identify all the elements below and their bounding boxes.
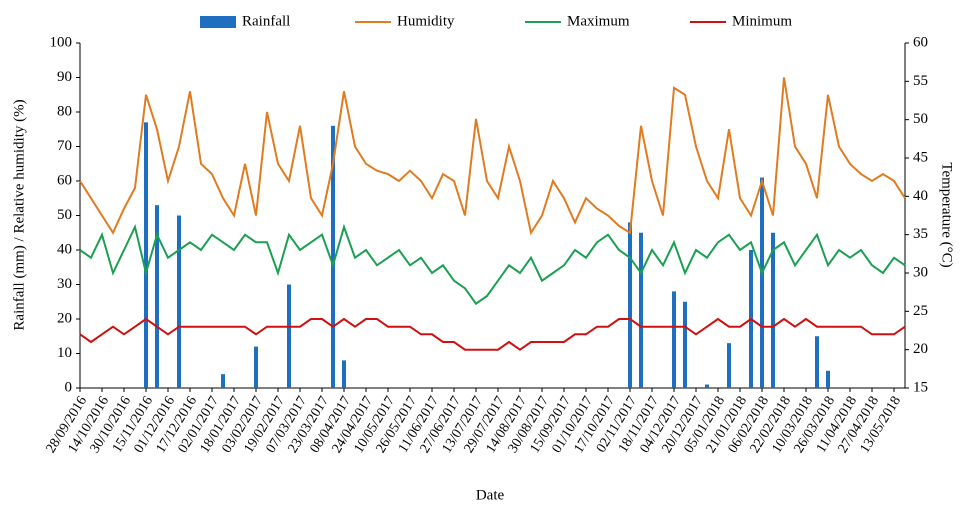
y-tick-label: 80 <box>57 103 72 119</box>
y2-tick-label: 50 <box>913 111 928 127</box>
y2-tick-label: 25 <box>913 303 928 319</box>
y2-tick-label: 20 <box>913 341 928 357</box>
x-axis-label: Date <box>476 487 505 503</box>
line-series <box>79 317 906 351</box>
y2-tick-label: 60 <box>913 34 928 50</box>
line-series <box>79 223 906 306</box>
y2-tick-label: 55 <box>913 73 928 89</box>
y-tick-label: 100 <box>50 34 73 50</box>
rainfall-bar <box>727 343 731 388</box>
rainfall-bar <box>771 232 775 388</box>
rainfall-bar <box>672 291 676 388</box>
rainfall-bar <box>221 374 225 388</box>
rainfall-bar <box>628 222 632 388</box>
rainfall-bar <box>815 336 819 388</box>
y-tick-label: 40 <box>57 241 72 257</box>
line-series <box>79 77 906 236</box>
y-axis-label: Rainfall (mm) / Relative humidity (%) <box>11 99 27 330</box>
rainfall-bar <box>331 125 335 389</box>
y-tick-label: 60 <box>57 172 72 188</box>
y-tick-label: 10 <box>57 345 72 361</box>
rainfall-bar <box>287 284 291 388</box>
y2-tick-label: 40 <box>913 188 928 204</box>
rainfall-bar <box>826 370 830 388</box>
rainfall-bar <box>177 215 181 388</box>
y2-tick-label: 35 <box>913 226 928 242</box>
legend-label: Humidity <box>397 13 455 29</box>
rainfall-bar <box>254 346 258 388</box>
rainfall-bar <box>155 205 159 388</box>
rainfall-bar <box>144 122 148 388</box>
rainfall-bar <box>639 232 643 388</box>
rainfall-bar <box>760 177 764 388</box>
y2-tick-label: 30 <box>913 264 928 280</box>
legend-label: Minimum <box>732 13 792 29</box>
y-tick-label: 30 <box>57 276 72 292</box>
legend-label: Maximum <box>567 13 630 29</box>
y-tick-label: 50 <box>57 207 72 223</box>
y-tick-label: 90 <box>57 69 72 85</box>
y2-tick-label: 45 <box>913 149 928 165</box>
rainfall-bar <box>683 301 687 388</box>
y-tick-label: 70 <box>57 138 72 154</box>
rainfall-bar <box>705 384 709 388</box>
legend-label: Rainfall <box>242 13 290 29</box>
y-tick-label: 0 <box>65 379 73 395</box>
rainfall-bar <box>342 360 346 388</box>
y-tick-label: 20 <box>57 310 72 326</box>
y2-axis-label: Temperature (°C) <box>939 162 955 267</box>
y2-tick-label: 15 <box>913 379 928 395</box>
legend-swatch <box>200 16 236 28</box>
